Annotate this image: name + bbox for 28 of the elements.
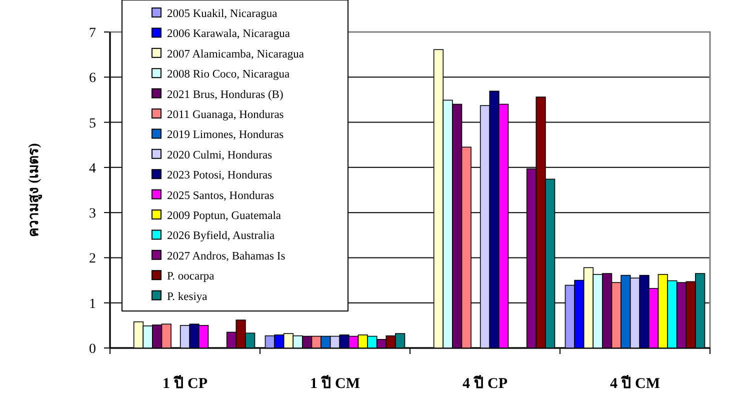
legend-label: 2020 Culmi, Honduras (167, 149, 273, 162)
legend-label: P. kesiya (167, 290, 208, 303)
y-tick-label: 6 (89, 71, 96, 86)
legend-label: 2021 Brus, Honduras (B) (167, 88, 284, 101)
x-tick-label: 4 ปี CM (610, 375, 660, 392)
y-tick-label: 1 (89, 296, 96, 312)
x-tick-label: 1 ปี CM (310, 375, 360, 392)
legend-label: 2019 Limones, Honduras (167, 129, 284, 142)
legend-label: 2005 Kuakil, Nicaragua (167, 8, 278, 20)
legend-label: 2027 Andros, Bahamas Is (167, 250, 286, 262)
y-tick-label: 4 (89, 161, 96, 176)
y-tick-label: 3 (89, 206, 96, 222)
x-tick-label: 1 ปี CP (162, 375, 208, 392)
legend-label: 2008 Rio Coco, Nicaragua (167, 68, 290, 81)
legend-label: 2023 Potosi, Honduras (167, 170, 273, 182)
legend-label: 2026 Byfield, Australia (167, 230, 275, 242)
legend-label: P. oocarpa (167, 270, 214, 283)
y-tick-label: 7 (89, 26, 96, 41)
y-axis-title: ความสูง (เมตร) (27, 142, 42, 237)
y-tick-label: 0 (89, 342, 96, 357)
y-tick-label: 2 (89, 252, 96, 267)
x-tick-label: 4 ปี CP (462, 375, 508, 392)
legend-label: 2007 Alamicamba, Nicaragua (167, 48, 304, 60)
y-tick-label: 5 (89, 116, 96, 132)
legend-label: 2006 Karawala, Nicaragua (167, 28, 290, 40)
legend-label: 2009 Poptun, Guatemala (167, 210, 282, 222)
legend-label: 2025 Santos, Honduras (167, 190, 275, 202)
legend-label: 2011 Guanaga, Honduras (167, 109, 284, 121)
